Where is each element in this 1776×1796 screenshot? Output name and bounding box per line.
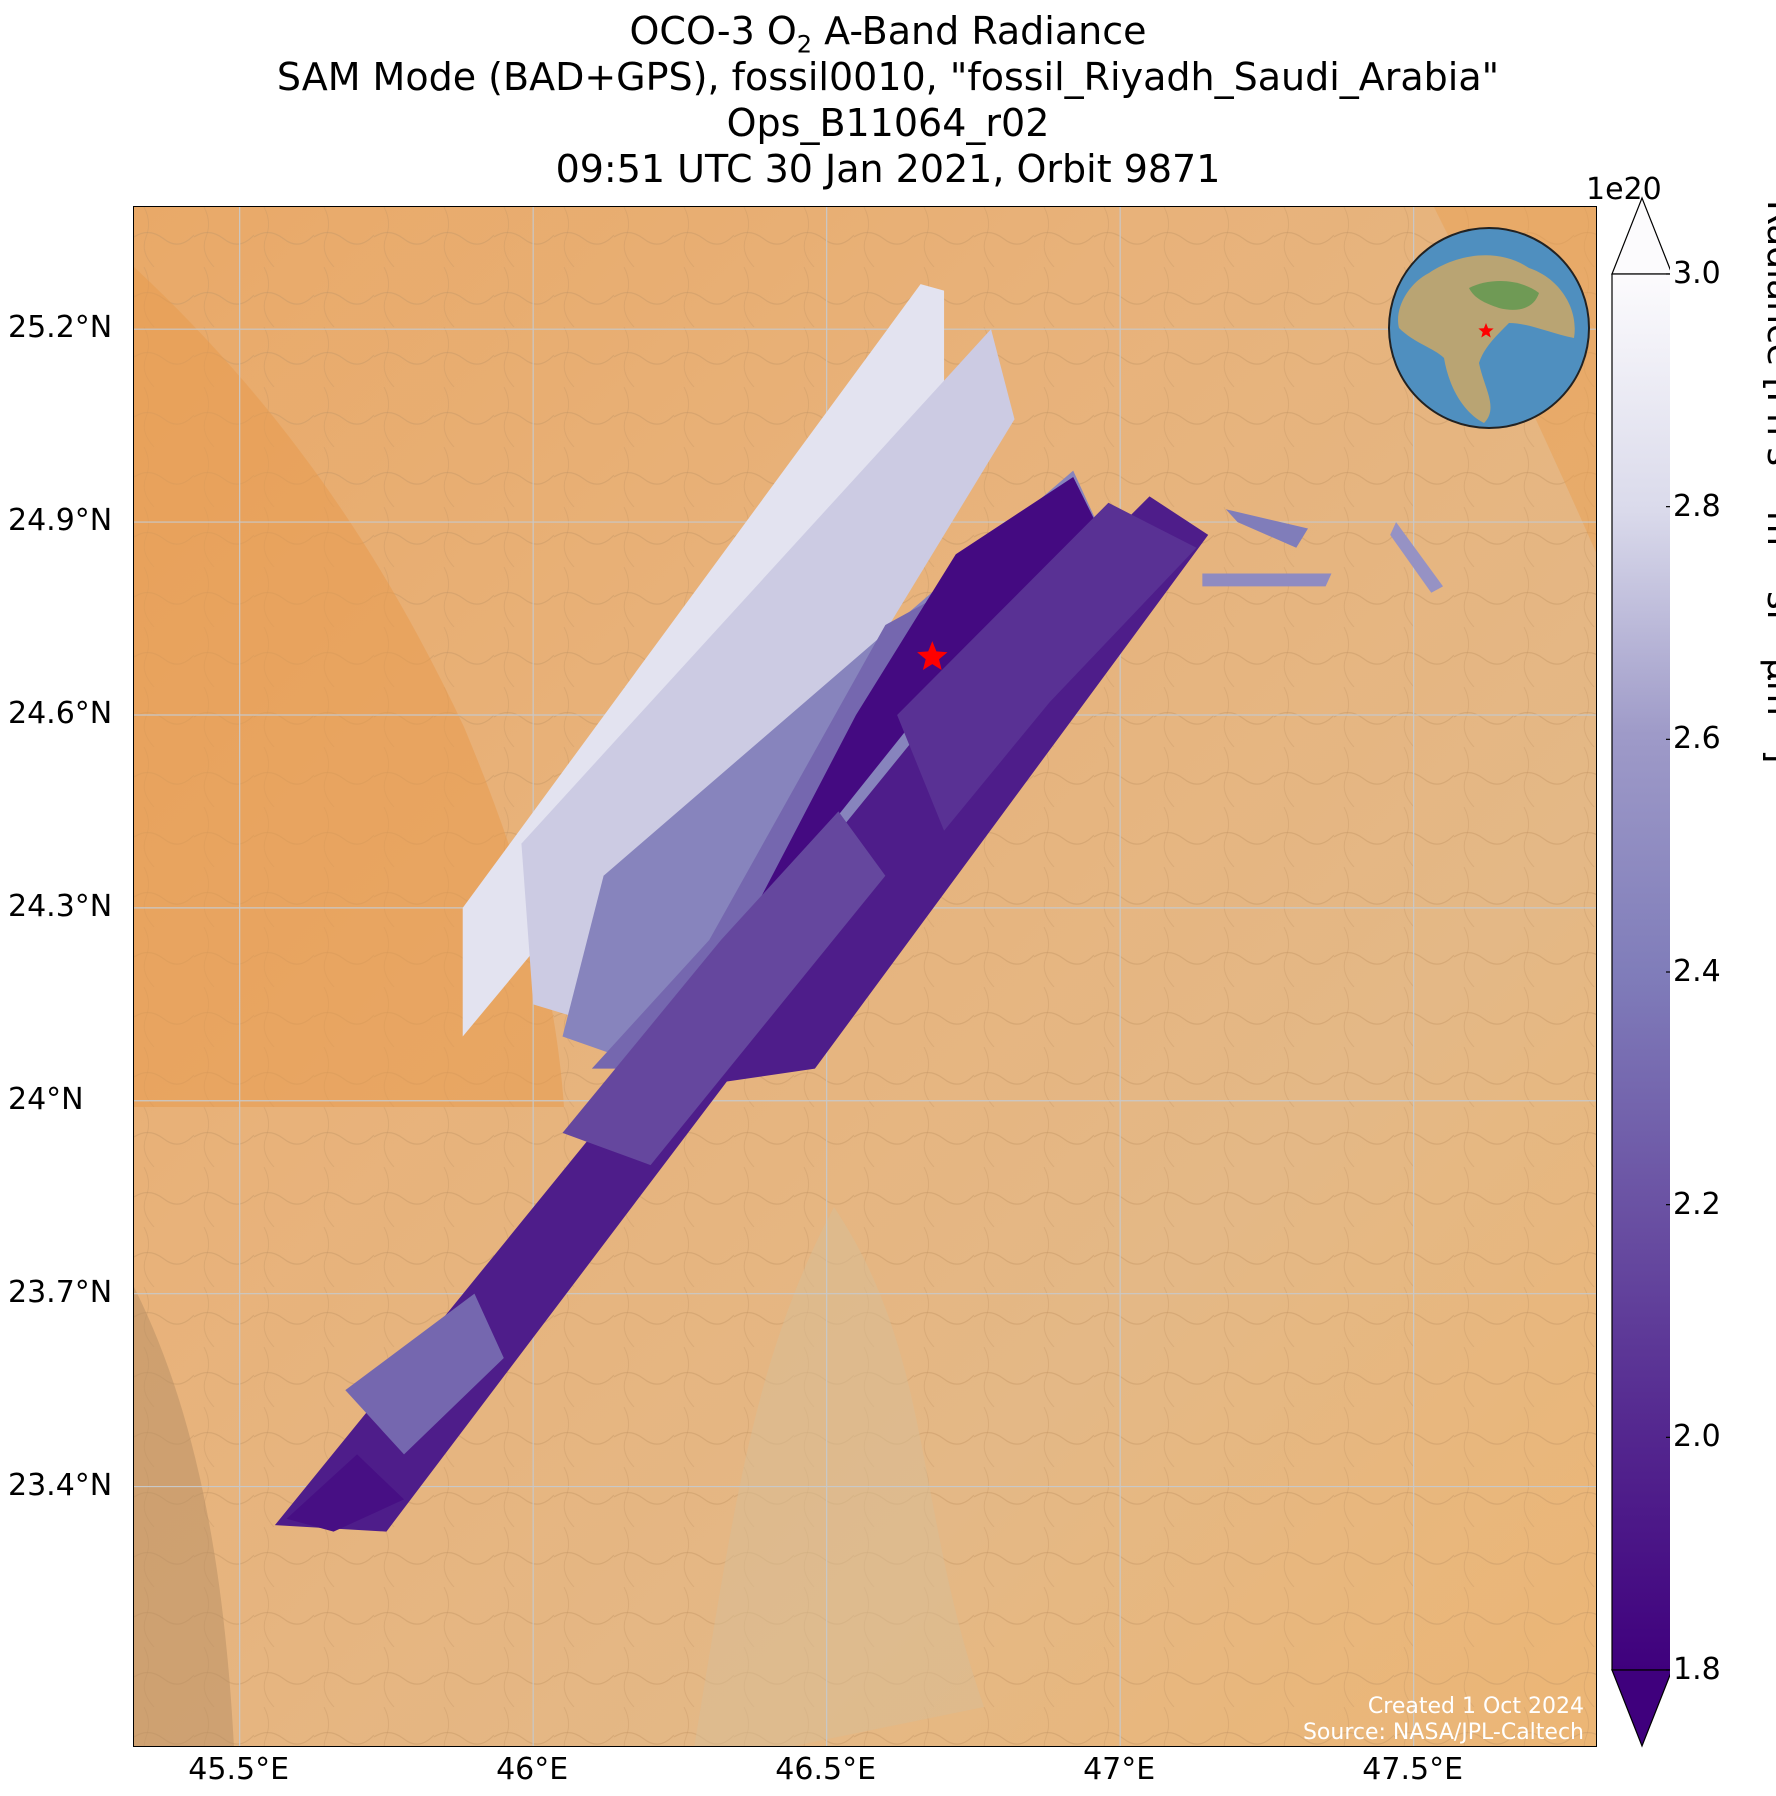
credit-source: Source: NASA/JPL-Caltech: [1302, 1720, 1584, 1745]
x-tick-label: 47°E: [1083, 1752, 1156, 1787]
credit-created: Created 1 Oct 2024: [1367, 1694, 1584, 1719]
colorbar-tick-label: 2.0: [1673, 1419, 1721, 1455]
radiance-swath-9: [286, 1454, 405, 1532]
radiance-swath-6: [897, 502, 1197, 831]
radiance-swath-11: [1390, 522, 1444, 593]
globe-vegetation: [1469, 281, 1539, 310]
colorbar-tick-label: 1.8: [1673, 1652, 1721, 1687]
colorbar-tick-label: 2.8: [1673, 488, 1721, 524]
title-part-a: OCO-3 O: [629, 9, 797, 53]
map-panel[interactable]: [133, 206, 1597, 1747]
radiance-swath-10: [1225, 509, 1308, 548]
x-tick-label: 47.5°E: [1362, 1752, 1464, 1787]
colorbar-tick-label: 2.2: [1673, 1186, 1721, 1222]
radiance-swaths: [274, 284, 1444, 1532]
star-icon: [917, 641, 948, 670]
colorbar-tick-label: 3.0: [1673, 256, 1721, 291]
colorbar-extend-max: [1611, 196, 1670, 275]
radiance-swath-7: [562, 811, 886, 1166]
rocky-region-west: [134, 1287, 234, 1746]
y-tick-label: 23.7°N: [8, 1274, 113, 1310]
colorbar: [1611, 196, 1670, 1748]
x-tick-label: 46°E: [496, 1752, 569, 1787]
chart-title-line3: Ops_B11064_r02: [726, 101, 1050, 145]
y-tick-label: 24.3°N: [8, 888, 113, 924]
x-tick-label: 45.5°E: [188, 1752, 290, 1787]
colorbar-tick-label: 2.6: [1673, 721, 1721, 757]
target-marker: [917, 641, 948, 670]
y-tick-label: 24.9°N: [8, 503, 113, 539]
radiance-swath-8: [345, 1293, 504, 1455]
y-tick-label: 24°N: [8, 1081, 84, 1117]
colorbar-extend-min: [1611, 1669, 1670, 1748]
title-subscript: 2: [796, 30, 813, 59]
escarpment-region: [694, 1207, 984, 1746]
chart-title-line4: 09:51 UTC 30 Jan 2021, Orbit 9871: [555, 147, 1221, 191]
chart-title-line1: OCO-3 O2 A-Band Radiance: [0, 8, 1776, 68]
colorbar-tick-label: 2.4: [1673, 954, 1721, 989]
y-tick-label: 24.6°N: [8, 695, 113, 731]
star-icon: [1478, 323, 1494, 338]
y-tick-label: 25.2°N: [8, 310, 113, 346]
radiance-swath-12: [1202, 573, 1332, 587]
chart-title-line2: SAM Mode (BAD+GPS), fossil0010, "fossil_…: [276, 55, 1500, 99]
sand-dune-region: [134, 267, 564, 1107]
colorbar-gradient: [1611, 273, 1670, 1671]
x-tick-label: 46.5°E: [775, 1752, 877, 1787]
y-tick-label: 23.4°N: [8, 1467, 113, 1503]
title-part-b: A-Band Radiance: [812, 9, 1147, 53]
inset-globe: [1388, 227, 1590, 429]
map-canvas[interactable]: [134, 207, 1597, 1747]
colorbar-label: Radiance [Ph s⁻¹ m⁻² sr⁻¹μm⁻¹]: [1759, 200, 1776, 764]
colorbar-offset-label: 1e20: [1586, 172, 1662, 207]
